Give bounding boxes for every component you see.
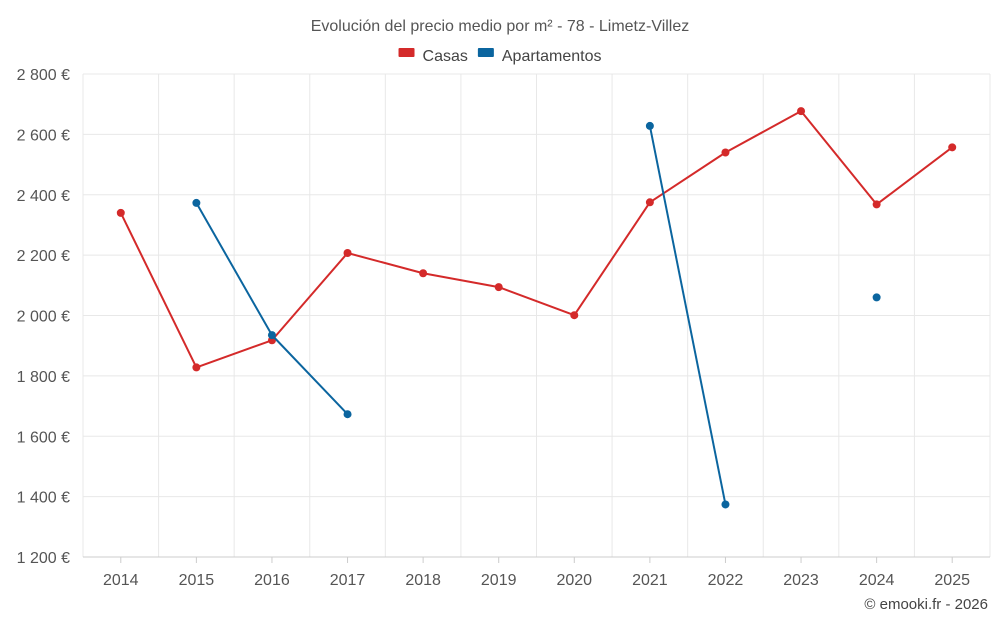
x-tick-label: 2023 (783, 572, 819, 589)
y-tick-label: 2 800 € (17, 67, 70, 84)
y-tick-label: 2 400 € (17, 188, 70, 205)
y-tick-label: 1 600 € (17, 429, 70, 446)
legend-swatch (398, 48, 415, 57)
y-tick-label: 2 600 € (17, 127, 70, 144)
data-point[interactable] (948, 143, 957, 152)
legend: Casas Apartamentos (398, 48, 602, 65)
data-point[interactable] (872, 200, 881, 209)
x-tick-label: 2022 (708, 572, 744, 589)
data-point[interactable] (645, 121, 654, 130)
credit-text: © emooki.fr - 2026 (864, 596, 988, 613)
x-tick-label: 2015 (179, 572, 215, 589)
series-line (195, 202, 349, 415)
x-axis: 2014 2015 2016 2017 2018 2019 2020 2021 2022 2023… (83, 556, 990, 589)
grid (82, 73, 991, 558)
data-point[interactable] (192, 198, 201, 207)
data-point[interactable] (343, 249, 352, 258)
data-point[interactable] (721, 148, 730, 157)
series-layer (116, 107, 957, 509)
x-tick-label: 2021 (632, 572, 668, 589)
data-point[interactable] (192, 363, 201, 372)
series-apartamentos (192, 121, 881, 509)
y-tick-label: 2 000 € (17, 309, 70, 326)
data-point[interactable] (494, 283, 503, 292)
series-line (648, 125, 727, 505)
legend-item-apartamentos[interactable]: Apartamentos (502, 48, 602, 65)
x-tick-label: 2019 (481, 572, 517, 589)
legend-swatch (477, 48, 494, 57)
x-tick-label: 2014 (103, 572, 139, 589)
data-point[interactable] (721, 500, 730, 509)
series-line (119, 110, 953, 369)
x-tick-label: 2024 (859, 572, 895, 589)
x-tick-label: 2020 (556, 572, 592, 589)
chart-title: Evolución del precio medio por m² - 78 -… (311, 18, 690, 35)
y-tick-label: 1 800 € (17, 369, 70, 386)
data-point[interactable] (267, 331, 276, 340)
data-point[interactable] (872, 293, 881, 302)
data-point[interactable] (797, 107, 806, 116)
x-tick-label: 2025 (934, 572, 970, 589)
data-point[interactable] (419, 269, 428, 278)
y-tick-label: 1 200 € (17, 550, 70, 567)
x-tick-label: 2016 (254, 572, 290, 589)
y-tick-label: 1 400 € (17, 490, 70, 507)
data-point[interactable] (645, 198, 654, 207)
y-axis: 1 200 € 1 400 € 1 600 € 1 800 € 2 000 € 2 200… (17, 67, 70, 567)
y-tick-label: 2 200 € (17, 248, 70, 265)
x-tick-label: 2017 (330, 572, 366, 589)
x-tick-label: 2018 (405, 572, 441, 589)
data-point[interactable] (116, 208, 125, 217)
data-point[interactable] (570, 311, 579, 320)
legend-item-casas[interactable]: Casas (423, 48, 468, 65)
data-point[interactable] (343, 410, 352, 419)
series-casas (116, 107, 957, 372)
